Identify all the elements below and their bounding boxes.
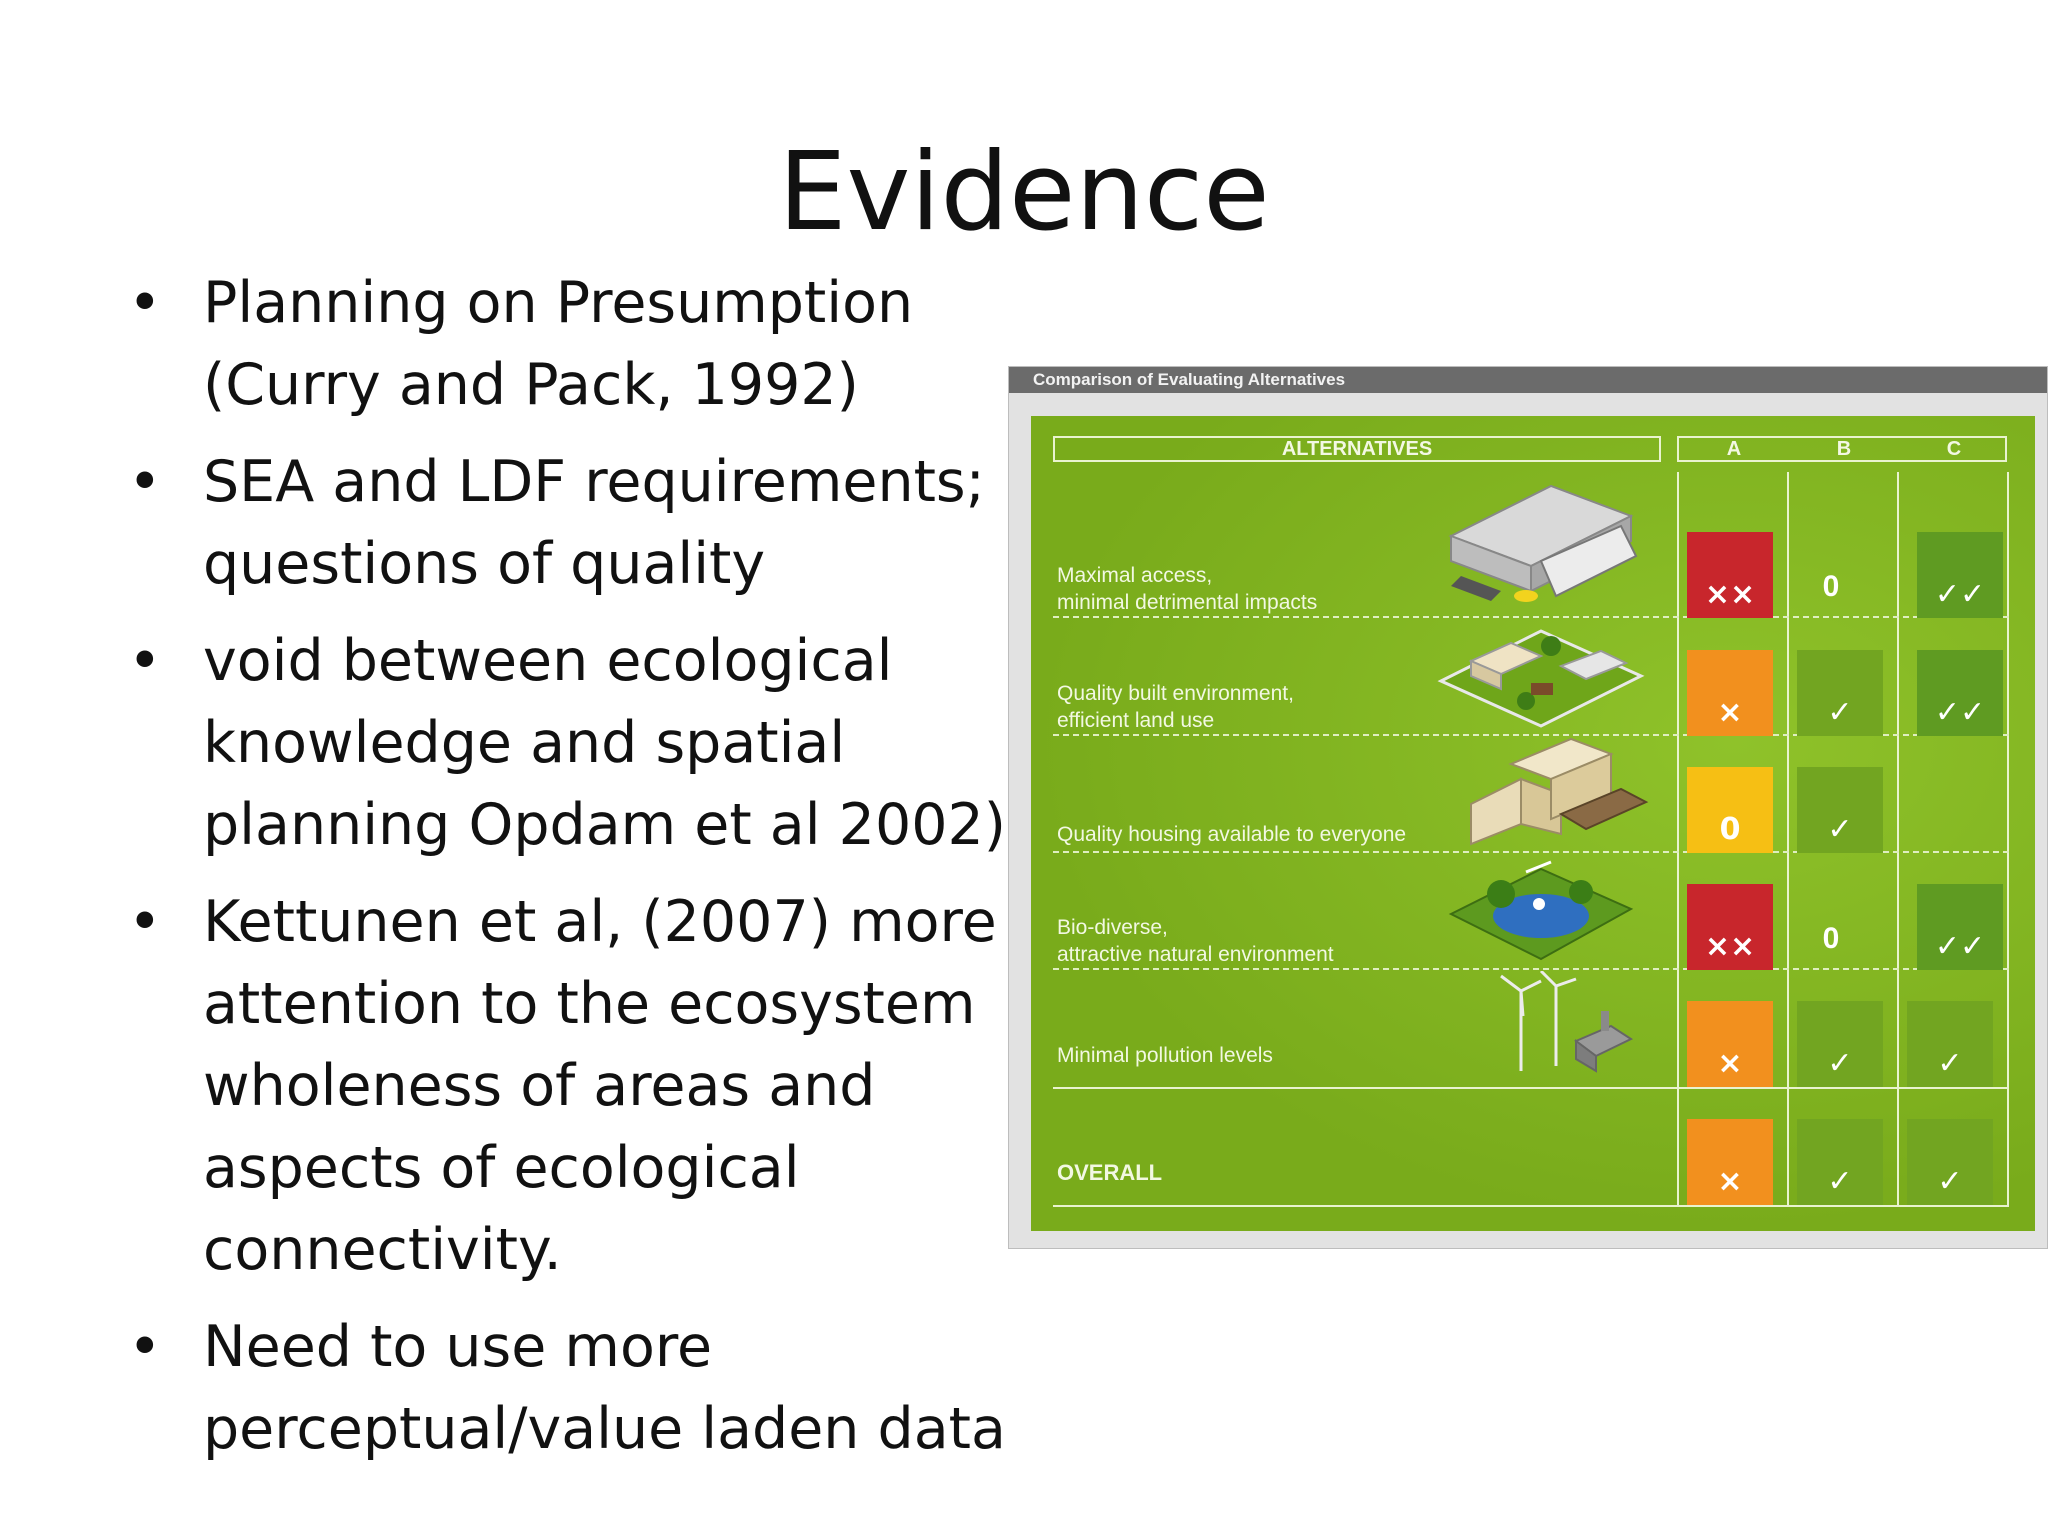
bullet-text-line: SEA and LDF requirements; bbox=[203, 449, 985, 515]
bullet-item: • Need to use more perceptual/value lade… bbox=[118, 1306, 1008, 1470]
cell-b-biodiversity: 0 bbox=[1822, 922, 1840, 955]
cell-b-housing: ✓ bbox=[1797, 767, 1883, 853]
table-bottom-border bbox=[1053, 1205, 2009, 1207]
bullet-text-line: Need to use more bbox=[203, 1314, 713, 1380]
cell-b-built-environment: ✓ bbox=[1797, 650, 1883, 736]
bullet-text-line: Kettunen et al, (2007) more bbox=[203, 889, 997, 955]
comparison-board: ALTERNATIVES A B C Maximal access, minim… bbox=[1031, 416, 2035, 1231]
alternatives-header: ALTERNATIVES bbox=[1053, 436, 1661, 462]
row-label-biodiversity: Bio-diverse, attractive natural environm… bbox=[1057, 914, 1477, 968]
bullet-dot: • bbox=[128, 628, 162, 694]
column-header-c: C bbox=[1946, 438, 1962, 460]
row-label-access: Maximal access, minimal detrimental impa… bbox=[1057, 562, 1477, 616]
cell-c-pollution: ✓ bbox=[1907, 1001, 1993, 1087]
bullet-text-line: perceptual/value laden data bbox=[203, 1396, 1006, 1462]
cell-c-built-environment: ✓✓ bbox=[1917, 650, 2003, 736]
cell-a-access: ×× bbox=[1687, 532, 1773, 618]
column-header-group: A B C bbox=[1677, 436, 2007, 462]
comparison-figure: Comparison of Evaluating Alternatives AL… bbox=[1008, 366, 2048, 1249]
cell-a-biodiversity: ×× bbox=[1687, 884, 1773, 970]
cell-c-biodiversity: ✓✓ bbox=[1917, 884, 2003, 970]
bullet-text-line: knowledge and spatial bbox=[203, 710, 846, 776]
bullet-text-line: (Curry and Pack, 1992) bbox=[203, 352, 859, 418]
cell-a-built-environment: × bbox=[1687, 650, 1773, 736]
row-label-built-environment: Quality built environment, efficient lan… bbox=[1057, 680, 1477, 734]
row-label-line: Minimal pollution levels bbox=[1057, 1044, 1273, 1067]
cell-b-pollution: ✓ bbox=[1797, 1001, 1883, 1087]
row-label-line: minimal detrimental impacts bbox=[1057, 591, 1318, 614]
nature-illustration bbox=[1448, 860, 1634, 961]
bullet-text-line: wholeness of areas and bbox=[203, 1053, 876, 1119]
column-divider bbox=[1897, 472, 1899, 1206]
bullet-text-line: planning Opdam et al 2002) bbox=[203, 792, 1006, 858]
column-header-a: A bbox=[1726, 438, 1742, 460]
cell-c-overall: ✓ bbox=[1907, 1119, 1993, 1205]
row-label-housing: Quality housing available to everyone bbox=[1057, 821, 1477, 848]
bullet-item: • Planning on Presumption (Curry and Pac… bbox=[118, 262, 1008, 426]
bullet-item: • void between ecological knowledge and … bbox=[118, 620, 1008, 866]
row-label-line: Maximal access, bbox=[1057, 564, 1213, 587]
cell-c-housing bbox=[1917, 767, 2003, 853]
cell-c-access: ✓✓ bbox=[1917, 532, 2003, 618]
slide-title: Evidence bbox=[778, 130, 1270, 255]
cell-a-pollution: × bbox=[1687, 1001, 1773, 1087]
cell-a-overall: × bbox=[1687, 1119, 1773, 1205]
bullet-text-line: questions of quality bbox=[203, 531, 766, 597]
column-divider bbox=[1787, 472, 1789, 1206]
row-label-line: OVERALL bbox=[1057, 1160, 1163, 1185]
row-separator bbox=[1053, 734, 2009, 736]
bullet-dot: • bbox=[128, 270, 162, 336]
wind-turbine-illustration bbox=[1500, 971, 1634, 1073]
bullet-list: • Planning on Presumption (Curry and Pac… bbox=[118, 262, 1008, 1485]
cell-b-access: 0 bbox=[1822, 570, 1840, 603]
town-illustration bbox=[1437, 629, 1645, 728]
bullet-item: • Kettunen et al, (2007) more attention … bbox=[118, 881, 1008, 1291]
bullet-text-line: aspects of ecological bbox=[203, 1135, 800, 1201]
bullet-text-line: attention to the ecosystem bbox=[203, 971, 976, 1037]
column-header-b: B bbox=[1836, 438, 1852, 460]
overall-separator bbox=[1053, 1087, 2009, 1089]
bullet-item: • SEA and LDF requirements; questions of… bbox=[118, 441, 1008, 605]
bullet-dot: • bbox=[128, 889, 162, 955]
row-label-line: Quality housing available to everyone bbox=[1057, 823, 1407, 846]
bullet-dot: • bbox=[128, 449, 162, 515]
row-separator bbox=[1053, 616, 2009, 618]
row-label-line: Bio-diverse, bbox=[1057, 916, 1168, 939]
cell-a-housing: 0 bbox=[1687, 767, 1773, 853]
row-separator bbox=[1053, 851, 2009, 853]
bullet-text-line: void between ecological bbox=[203, 628, 893, 694]
row-label-line: attractive natural environment bbox=[1057, 943, 1334, 966]
row-label-overall: OVERALL bbox=[1057, 1159, 1477, 1186]
cell-b-overall: ✓ bbox=[1797, 1119, 1883, 1205]
column-divider bbox=[1677, 472, 1679, 1206]
row-label-line: Quality built environment, bbox=[1057, 682, 1294, 705]
column-divider bbox=[2007, 472, 2009, 1206]
housing-illustration bbox=[1470, 737, 1649, 846]
row-separator bbox=[1053, 968, 2009, 970]
row-label-line: efficient land use bbox=[1057, 709, 1215, 732]
bullet-dot: • bbox=[128, 1314, 162, 1380]
row-label-pollution: Minimal pollution levels bbox=[1057, 1042, 1477, 1069]
bullet-text-line: connectivity. bbox=[203, 1217, 562, 1283]
bullet-text-line: Planning on Presumption bbox=[203, 270, 914, 336]
train-station-illustration bbox=[1448, 484, 1638, 602]
figure-title: Comparison of Evaluating Alternatives bbox=[1009, 367, 2047, 393]
